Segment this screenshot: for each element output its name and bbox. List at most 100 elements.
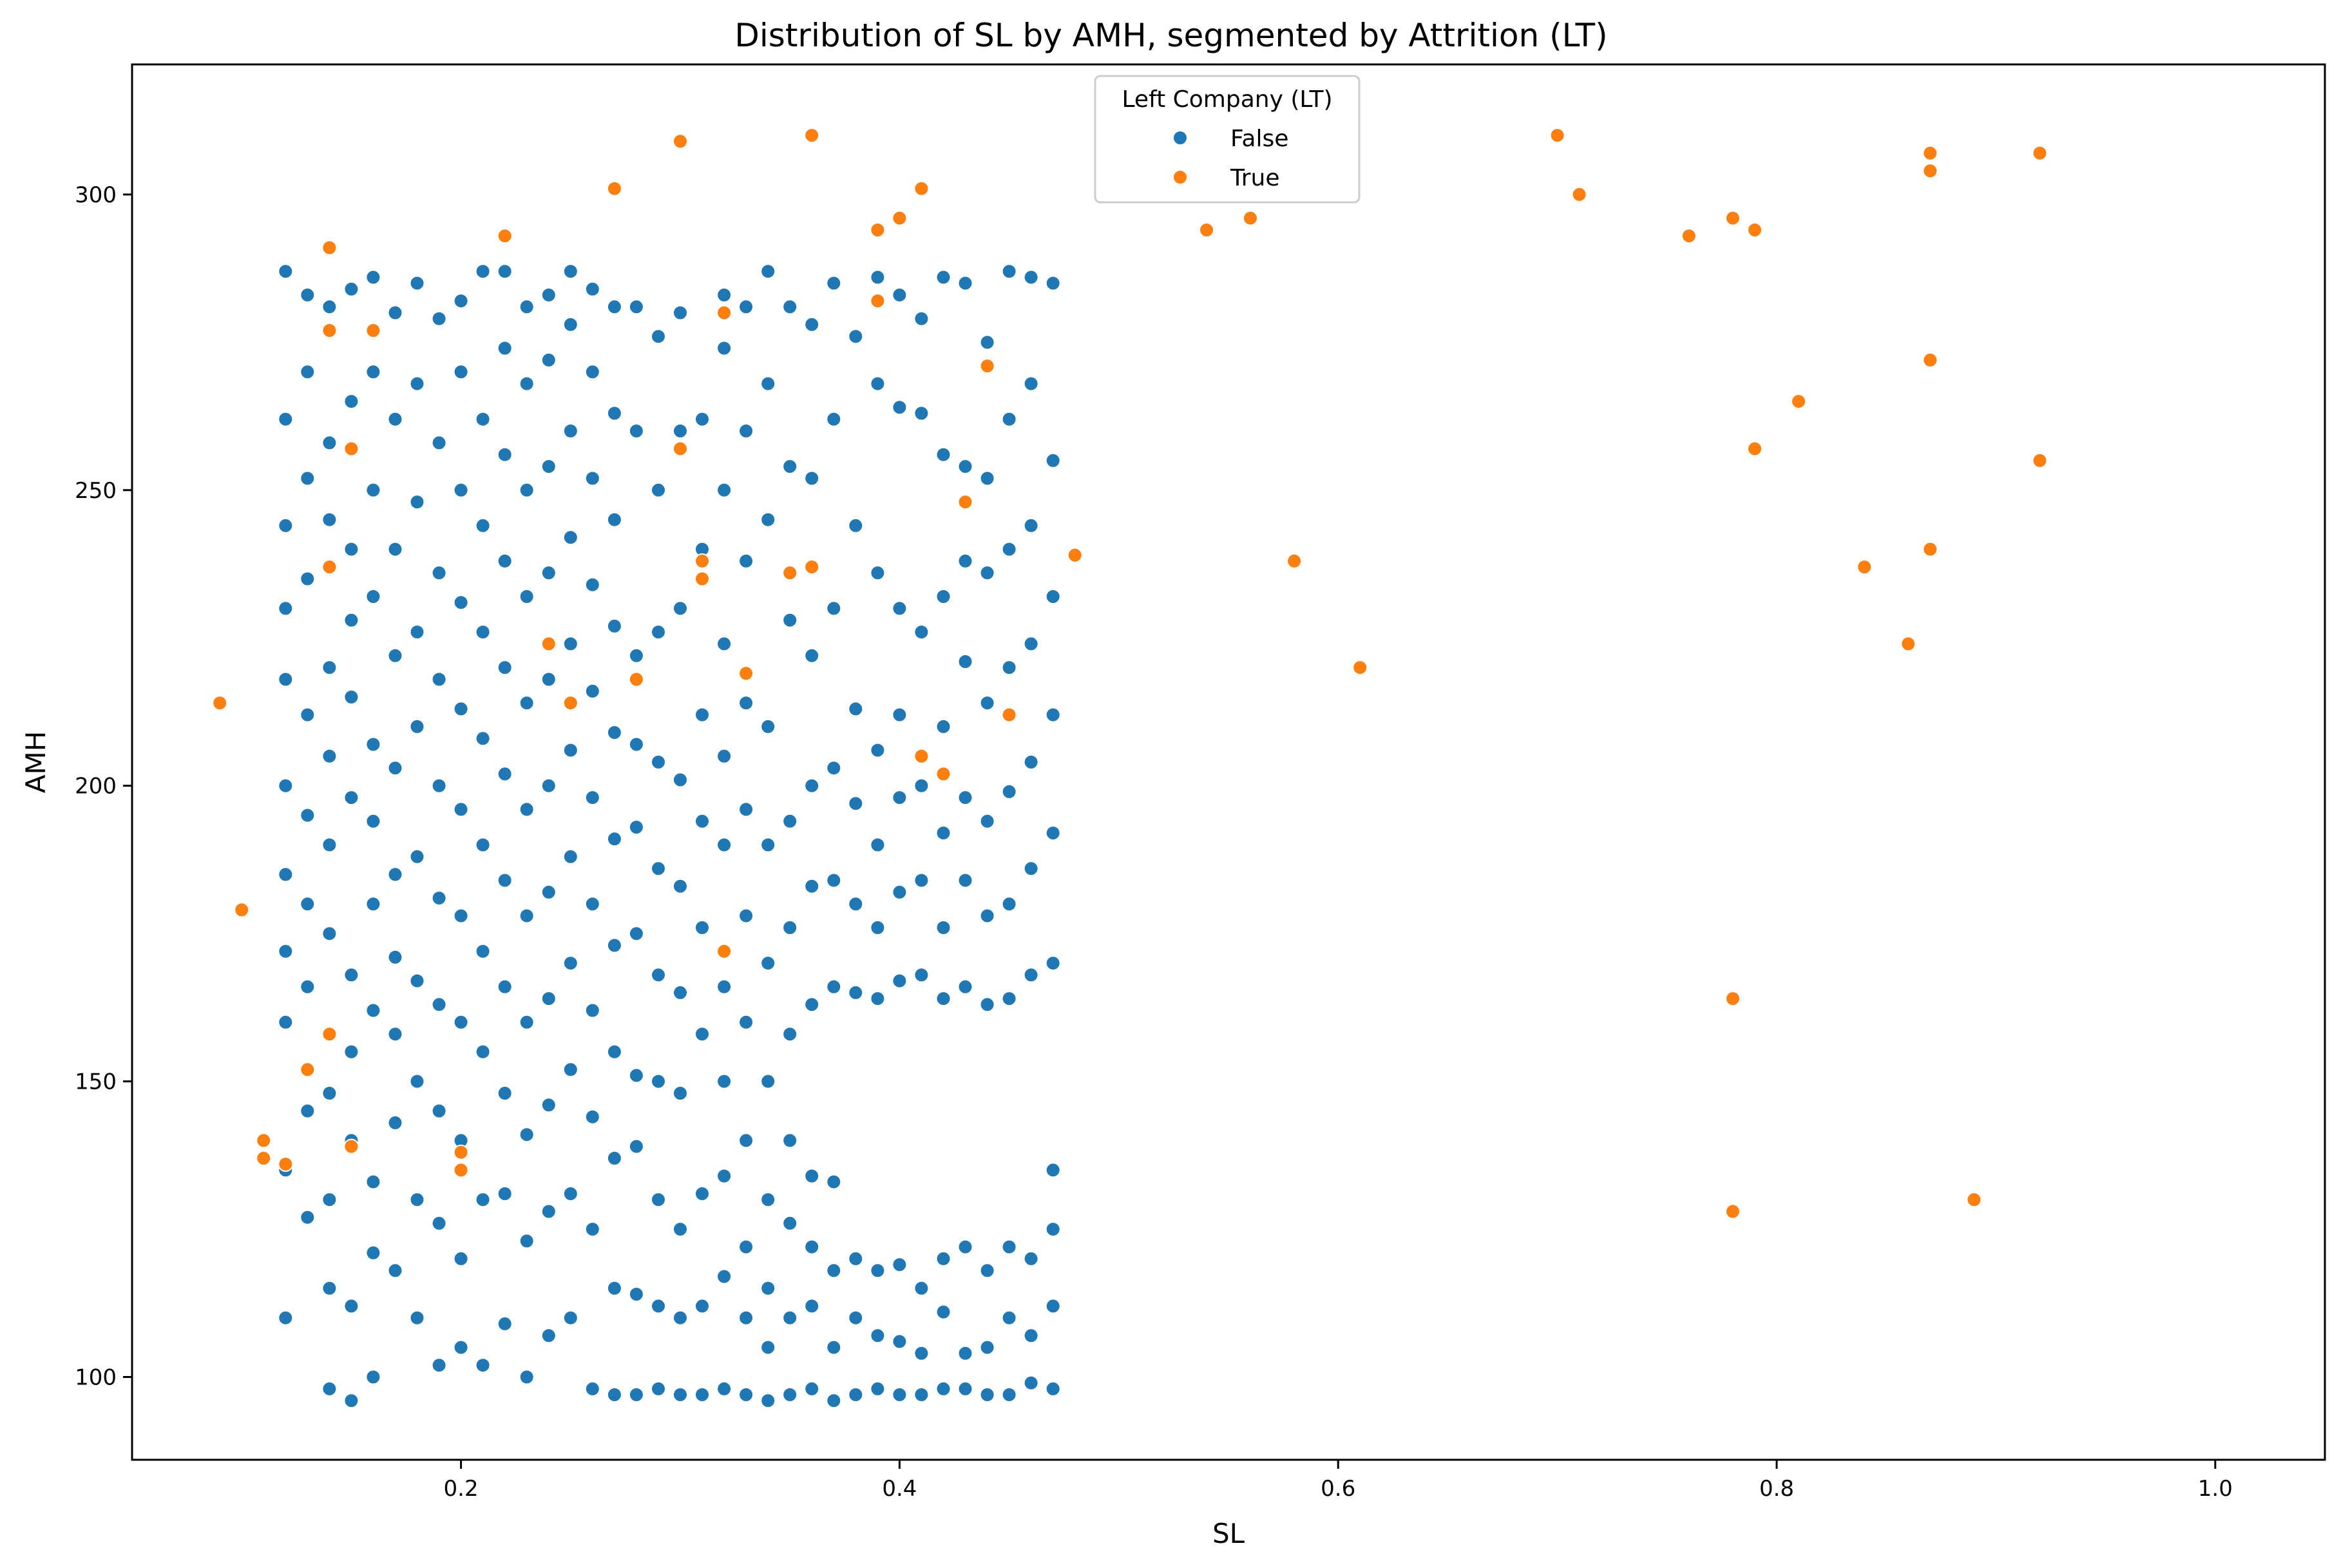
x-axis-label: SL	[1212, 1518, 1245, 1549]
data-point-false	[584, 470, 600, 486]
data-point-false	[584, 683, 600, 699]
data-point-true	[1747, 222, 1763, 238]
data-point-false	[387, 760, 403, 776]
data-point-false	[848, 984, 864, 1000]
data-point-false	[935, 1250, 951, 1267]
data-point-false	[519, 1014, 535, 1030]
data-point-false	[475, 517, 491, 533]
data-point-false	[651, 482, 666, 498]
data-point-false	[694, 707, 710, 723]
data-point-false	[584, 577, 600, 593]
data-point-false	[694, 1186, 710, 1201]
data-point-true	[1966, 1192, 1982, 1208]
data-point-false	[321, 299, 338, 315]
data-point-true	[1922, 541, 1938, 557]
data-point-false	[431, 671, 447, 687]
data-point-false	[738, 1239, 754, 1255]
data-point-false	[1045, 955, 1061, 971]
data-point-false	[957, 275, 973, 291]
data-point-false	[475, 943, 491, 959]
data-point-false	[497, 340, 513, 356]
data-point-true	[1681, 228, 1697, 244]
data-point-false	[409, 1310, 425, 1326]
data-point-false	[651, 967, 666, 983]
data-point-false	[584, 364, 600, 380]
chart-title: Distribution of SL by AMH, segmented by …	[734, 17, 1607, 54]
data-point-false	[716, 979, 732, 995]
data-point-false	[760, 1192, 776, 1208]
data-point-false	[628, 736, 644, 752]
data-point-false	[431, 1103, 447, 1119]
data-point-false	[870, 837, 886, 853]
data-point-false	[497, 1315, 513, 1332]
data-point-false	[497, 872, 513, 888]
data-point-false	[628, 1286, 644, 1302]
data-point-true	[1900, 636, 1916, 652]
data-point-false	[673, 423, 688, 439]
data-point-false	[804, 878, 820, 894]
data-point-false	[519, 908, 535, 924]
data-point-false	[497, 1186, 513, 1201]
data-point-false	[848, 796, 864, 812]
data-point-false	[848, 701, 864, 717]
data-point-false	[804, 997, 820, 1013]
data-point-false	[935, 589, 951, 604]
data-point-false	[453, 1250, 469, 1267]
data-point-false	[826, 411, 842, 427]
data-point-true	[738, 665, 754, 682]
data-point-false	[760, 718, 776, 734]
data-point-false	[848, 329, 864, 345]
data-point-false	[979, 565, 995, 581]
data-point-true	[804, 128, 820, 144]
data-point-false	[804, 1239, 820, 1255]
data-point-true	[1725, 1203, 1741, 1219]
data-point-false	[870, 991, 886, 1007]
data-point-false	[606, 831, 622, 847]
data-point-false	[387, 866, 403, 883]
data-point-false	[1023, 1250, 1039, 1267]
data-point-false	[497, 660, 513, 676]
data-point-false	[497, 553, 513, 569]
data-point-false	[321, 748, 338, 764]
data-point-true	[892, 210, 908, 226]
data-point-false	[738, 423, 754, 439]
data-point-false	[278, 1014, 294, 1030]
data-point-false	[870, 920, 886, 935]
data-point-false	[562, 955, 578, 971]
data-point-false	[453, 293, 469, 309]
data-point-false	[935, 1304, 951, 1320]
data-point-false	[475, 731, 491, 747]
data-point-false	[343, 689, 359, 705]
data-point-false	[673, 1310, 688, 1326]
data-point-false	[584, 896, 600, 912]
data-point-false	[562, 1310, 578, 1326]
data-point-false	[957, 979, 973, 995]
y-axis-label: AMH	[20, 731, 52, 794]
data-point-true	[782, 565, 798, 581]
legend-marker-false	[1172, 130, 1188, 146]
data-point-false	[387, 1026, 403, 1042]
x-tick-label: 0.8	[1759, 1476, 1794, 1502]
data-point-false	[540, 671, 557, 687]
data-point-false	[628, 926, 644, 942]
data-point-false	[694, 1298, 710, 1314]
data-point-true	[2032, 452, 2048, 468]
data-point-false	[1045, 1162, 1061, 1178]
data-point-false	[738, 1310, 754, 1326]
data-point-false	[453, 801, 469, 817]
data-point-false	[584, 1109, 600, 1125]
data-point-false	[584, 281, 600, 297]
data-point-false	[475, 1044, 491, 1060]
data-point-false	[431, 997, 447, 1013]
data-point-false	[870, 376, 886, 392]
data-point-false	[321, 1381, 338, 1397]
data-point-false	[409, 1073, 425, 1089]
data-point-true	[1747, 441, 1763, 457]
data-point-false	[913, 1387, 930, 1402]
data-point-false	[562, 316, 578, 332]
data-point-false	[475, 411, 491, 427]
data-point-false	[343, 967, 359, 983]
data-point-true	[278, 1156, 294, 1172]
data-point-false	[957, 1345, 973, 1361]
